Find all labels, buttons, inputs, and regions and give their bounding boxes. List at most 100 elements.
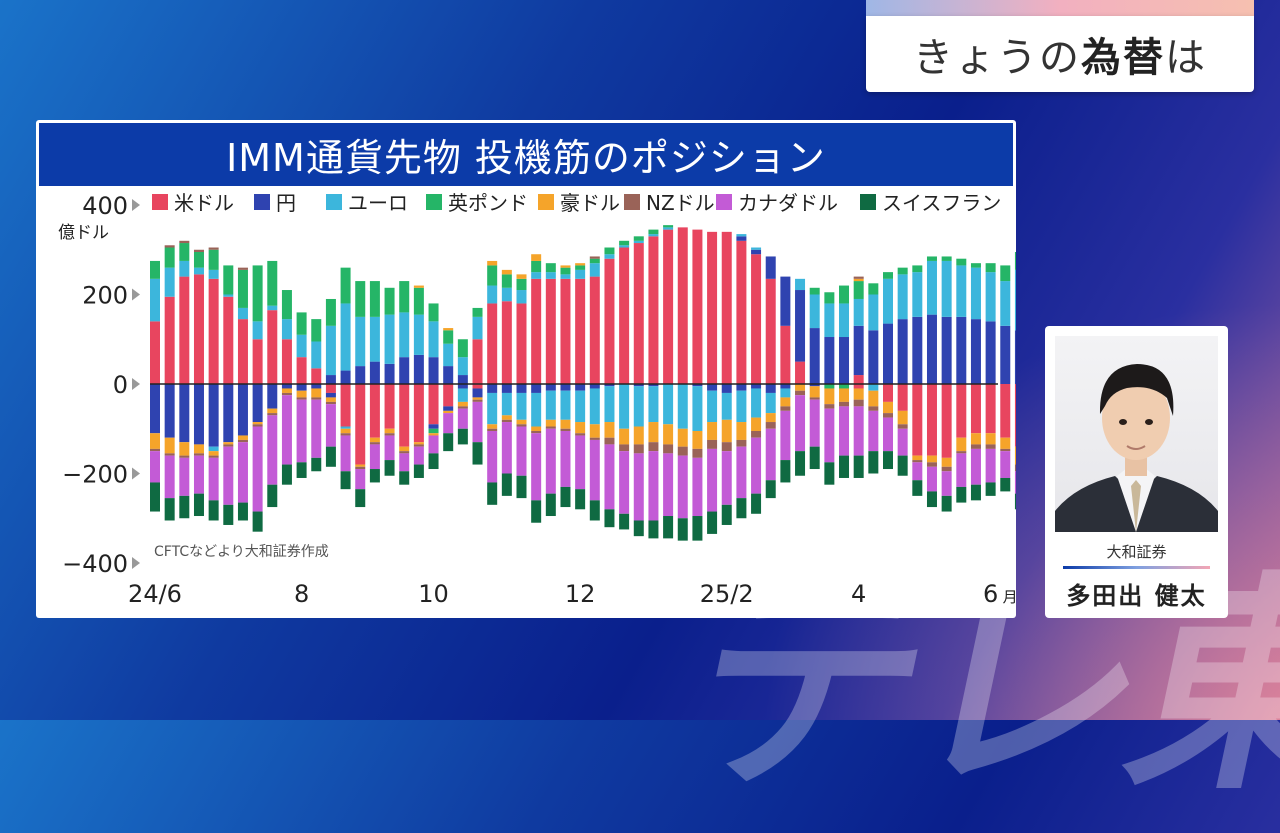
x-tick-label: 6: [983, 580, 998, 608]
bar-カナダドル: [516, 426, 527, 476]
bar-円: [575, 384, 586, 391]
bar-豪ドル: [1014, 446, 1016, 465]
bar-豪ドル: [941, 457, 952, 467]
bar-豪ドル: [560, 419, 571, 429]
bar-ユーロ: [956, 265, 967, 317]
bar-ユーロ: [663, 227, 674, 230]
bar-英ポンド: [369, 281, 380, 317]
bar-NZドル: [457, 406, 468, 409]
legend-label: 米ドル: [174, 191, 234, 215]
bar-円: [707, 384, 718, 391]
legend-label: 豪ドル: [560, 191, 620, 215]
legend-label: NZドル: [646, 191, 715, 215]
bar-英ポンド: [457, 339, 468, 358]
bar-円: [164, 384, 175, 438]
bar-NZドル: [325, 401, 336, 405]
bar-NZドル: [941, 466, 952, 472]
bar-ユーロ: [179, 260, 190, 277]
bar-カナダドル: [150, 451, 160, 483]
bar-NZドル: [575, 433, 586, 436]
bar-NZドル: [926, 462, 937, 467]
bar-米ドル: [956, 384, 967, 438]
bar-米ドル: [677, 227, 688, 384]
bar-円: [369, 361, 380, 384]
bar-豪ドル: [501, 269, 512, 275]
commentator-photo: [1055, 336, 1218, 532]
bar-ユーロ: [648, 234, 659, 237]
bar-英ポンド: [355, 281, 366, 317]
bar-米ドル: [795, 361, 806, 384]
bar-英ポンド: [956, 258, 967, 266]
bar-英ポンド: [604, 247, 615, 255]
bar-ユーロ: [575, 269, 586, 279]
bar-円: [399, 357, 410, 384]
bar-円: [751, 384, 762, 389]
y-tick-label: 0: [113, 371, 128, 399]
bar-米ドル: [164, 296, 175, 384]
bar-英ポンド: [1014, 251, 1016, 270]
bar-円: [868, 330, 879, 384]
bar-NZドル: [281, 392, 292, 396]
y-tick-label: 400: [82, 192, 128, 220]
card-divider: [1063, 566, 1210, 569]
bar-カナダドル: [985, 448, 996, 483]
bar-英ポンド: [839, 384, 850, 389]
bar-NZドル: [545, 426, 556, 429]
bar-豪ドル: [839, 388, 850, 402]
bar-カナダドル: [296, 399, 307, 463]
bar-英ポンド: [897, 267, 908, 275]
bar-カナダドル: [369, 444, 380, 470]
bar-米ドル: [648, 236, 659, 384]
bar-豪ドル: [531, 426, 542, 431]
bar-ユーロ: [516, 392, 527, 420]
bar-円: [765, 384, 776, 393]
bar-豪ドル: [1000, 437, 1011, 449]
bar-ユーロ: [487, 392, 498, 425]
bar-カナダドル: [428, 435, 439, 454]
bar-ユーロ: [325, 325, 336, 376]
bar-円: [926, 314, 937, 384]
y-axis-unit-label: 億ドル: [58, 223, 109, 243]
bar-豪ドル: [824, 388, 835, 405]
bar-スイスフラン: [413, 464, 424, 478]
bar-カナダドル: [941, 471, 952, 496]
bar-NZドル: [795, 390, 806, 396]
bar-英ポンド: [545, 263, 556, 273]
bar-円: [956, 316, 967, 384]
bar-円: [150, 384, 160, 434]
bar-NZドル: [853, 276, 864, 279]
bar-NZドル: [589, 256, 600, 259]
bar-英ポンド: [384, 287, 395, 315]
bar-スイスフラン: [1014, 493, 1016, 510]
bar-円: [560, 384, 571, 391]
legend-swatch: [624, 194, 640, 210]
title-bold-text: 為替: [1081, 35, 1165, 81]
bar-英ポンド: [575, 265, 586, 270]
bar-豪ドル: [399, 446, 410, 452]
bar-米ドル: [545, 278, 556, 384]
bar-スイスフラン: [237, 502, 248, 521]
bar-ユーロ: [970, 267, 981, 320]
bar-円: [355, 366, 366, 384]
bar-ユーロ: [736, 234, 747, 237]
bar-円: [472, 388, 483, 398]
bar-豪ドル: [663, 424, 674, 445]
bar-円: [780, 384, 791, 389]
bar-米ドル: [208, 278, 219, 384]
y-tick-arrow: [132, 557, 140, 569]
bar-英ポンド: [648, 229, 659, 235]
bar-ユーロ: [237, 307, 248, 320]
bar-英ポンド: [839, 285, 850, 304]
bar-円: [839, 337, 850, 384]
bar-豪ドル: [325, 397, 336, 402]
bar-ユーロ: [663, 384, 674, 425]
legend-swatch: [152, 194, 168, 210]
x-tick-label: 10: [418, 580, 449, 608]
y-tick-arrow: [132, 288, 140, 301]
bar-NZドル: [956, 451, 967, 454]
bar-スイスフラン: [516, 475, 527, 499]
bar-スイスフラン: [531, 500, 542, 523]
bar-ユーロ: [193, 267, 204, 275]
bar-ユーロ: [677, 384, 688, 429]
bar-豪ドル: [516, 419, 527, 425]
